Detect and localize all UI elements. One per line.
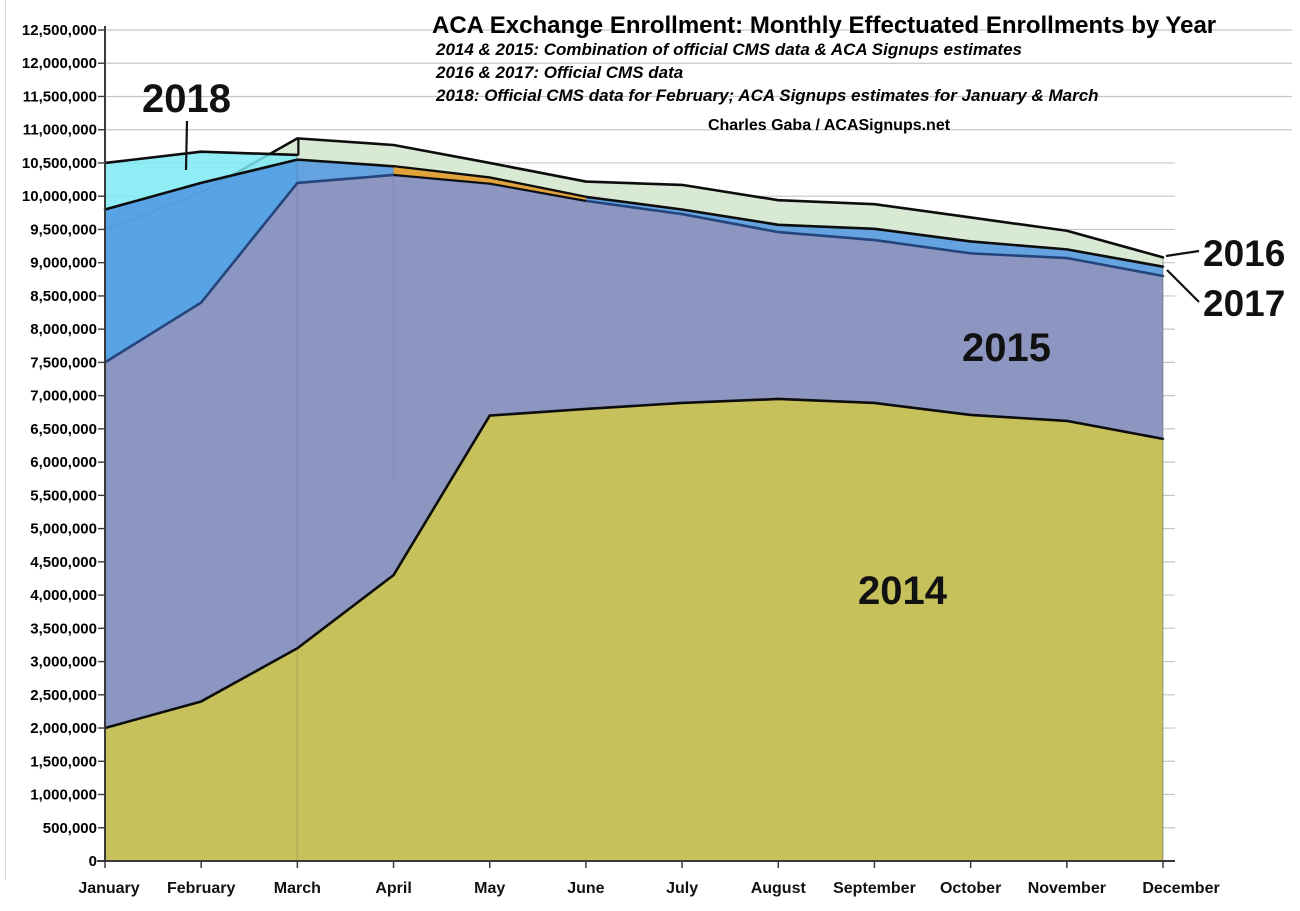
y-tick-label: 7,000,000 xyxy=(30,388,97,405)
line-2017 xyxy=(103,158,1165,268)
line-2016 xyxy=(103,137,1165,259)
y-tick-label: 2,000,000 xyxy=(30,720,97,737)
chart-attribution: Charles Gaba / ACASignups.net xyxy=(708,117,951,134)
month-label: June xyxy=(567,880,604,897)
area-2014 xyxy=(105,398,1163,861)
month-label: January xyxy=(78,880,139,897)
y-tick-label: 11,500,000 xyxy=(23,88,97,105)
label-2014: 2014 xyxy=(858,569,948,613)
y-tick-label: 6,000,000 xyxy=(30,454,97,471)
label-2018: 2018 xyxy=(142,77,231,121)
y-tick-label: 2,500,000 xyxy=(30,687,97,704)
y-tick-label: 11,000,000 xyxy=(23,122,97,139)
y-tick-label: 1,500,000 xyxy=(30,753,97,770)
y-tick-label: 8,000,000 xyxy=(30,321,97,338)
orange-band-top-edge xyxy=(393,165,587,198)
month-label: April xyxy=(375,880,411,897)
month-label: November xyxy=(1028,880,1106,897)
y-tick-label: 4,000,000 xyxy=(30,587,97,604)
chart-title: ACA Exchange Enrollment: Monthly Effectu… xyxy=(432,12,1216,39)
month-label: October xyxy=(940,880,1001,897)
month-label: February xyxy=(167,880,236,897)
chart-subtitle-1: 2014 & 2015: Combination of official CMS… xyxy=(435,40,1022,59)
y-tick-label: 3,000,000 xyxy=(30,654,97,671)
month-label: March xyxy=(274,880,321,897)
month-label: July xyxy=(666,880,698,897)
leader-line-2017 xyxy=(1166,269,1200,303)
y-tick-label: 1,000,000 xyxy=(30,787,97,804)
y-tick-label: 6,500,000 xyxy=(30,421,97,438)
month-label: August xyxy=(751,880,807,897)
line-2015 xyxy=(103,173,1165,364)
line-2014 xyxy=(103,397,1165,730)
month-label: December xyxy=(1142,880,1219,897)
y-tick-label: 7,500,000 xyxy=(30,354,97,371)
y-tick-label: 500,000 xyxy=(43,820,97,837)
label-2017: 2017 xyxy=(1203,283,1285,324)
y-tick-label: 9,500,000 xyxy=(30,221,97,238)
month-label: September xyxy=(833,880,916,897)
y-tick-label: 12,000,000 xyxy=(22,55,97,72)
chart-subtitle-2: 2016 & 2017: Official CMS data xyxy=(435,63,683,82)
chart-subtitle-3: 2018: Official CMS data for February; AC… xyxy=(435,86,1099,105)
y-tick-label: 0 xyxy=(89,853,97,870)
y-tick-label: 10,000,000 xyxy=(22,188,97,205)
month-label: May xyxy=(474,880,505,897)
y-tick-label: 5,000,000 xyxy=(30,521,97,538)
axis-tick-labels: 0 500,000 1,000,000 1,500,000 2,000,000 2,500… xyxy=(22,22,1220,897)
y-tick-label: 9,000,000 xyxy=(30,255,97,272)
leader-line-2016 xyxy=(1165,249,1200,258)
y-tick-label: 8,500,000 xyxy=(30,288,97,305)
label-2015: 2015 xyxy=(962,326,1051,370)
axes xyxy=(97,26,1175,868)
y-tick-label: 12,500,000 xyxy=(22,22,97,39)
y-tick-label: 5,500,000 xyxy=(30,487,97,504)
chart-areas xyxy=(103,137,1165,862)
orange-band-bottom-edge xyxy=(393,173,587,202)
y-tick-label: 3,500,000 xyxy=(30,620,97,637)
y-tick-label: 10,500,000 xyxy=(22,155,97,172)
leader-line-2018 xyxy=(184,120,189,171)
label-2016: 2016 xyxy=(1203,233,1285,274)
line-2018 xyxy=(103,150,299,165)
y-tick-label: 4,500,000 xyxy=(30,554,97,571)
